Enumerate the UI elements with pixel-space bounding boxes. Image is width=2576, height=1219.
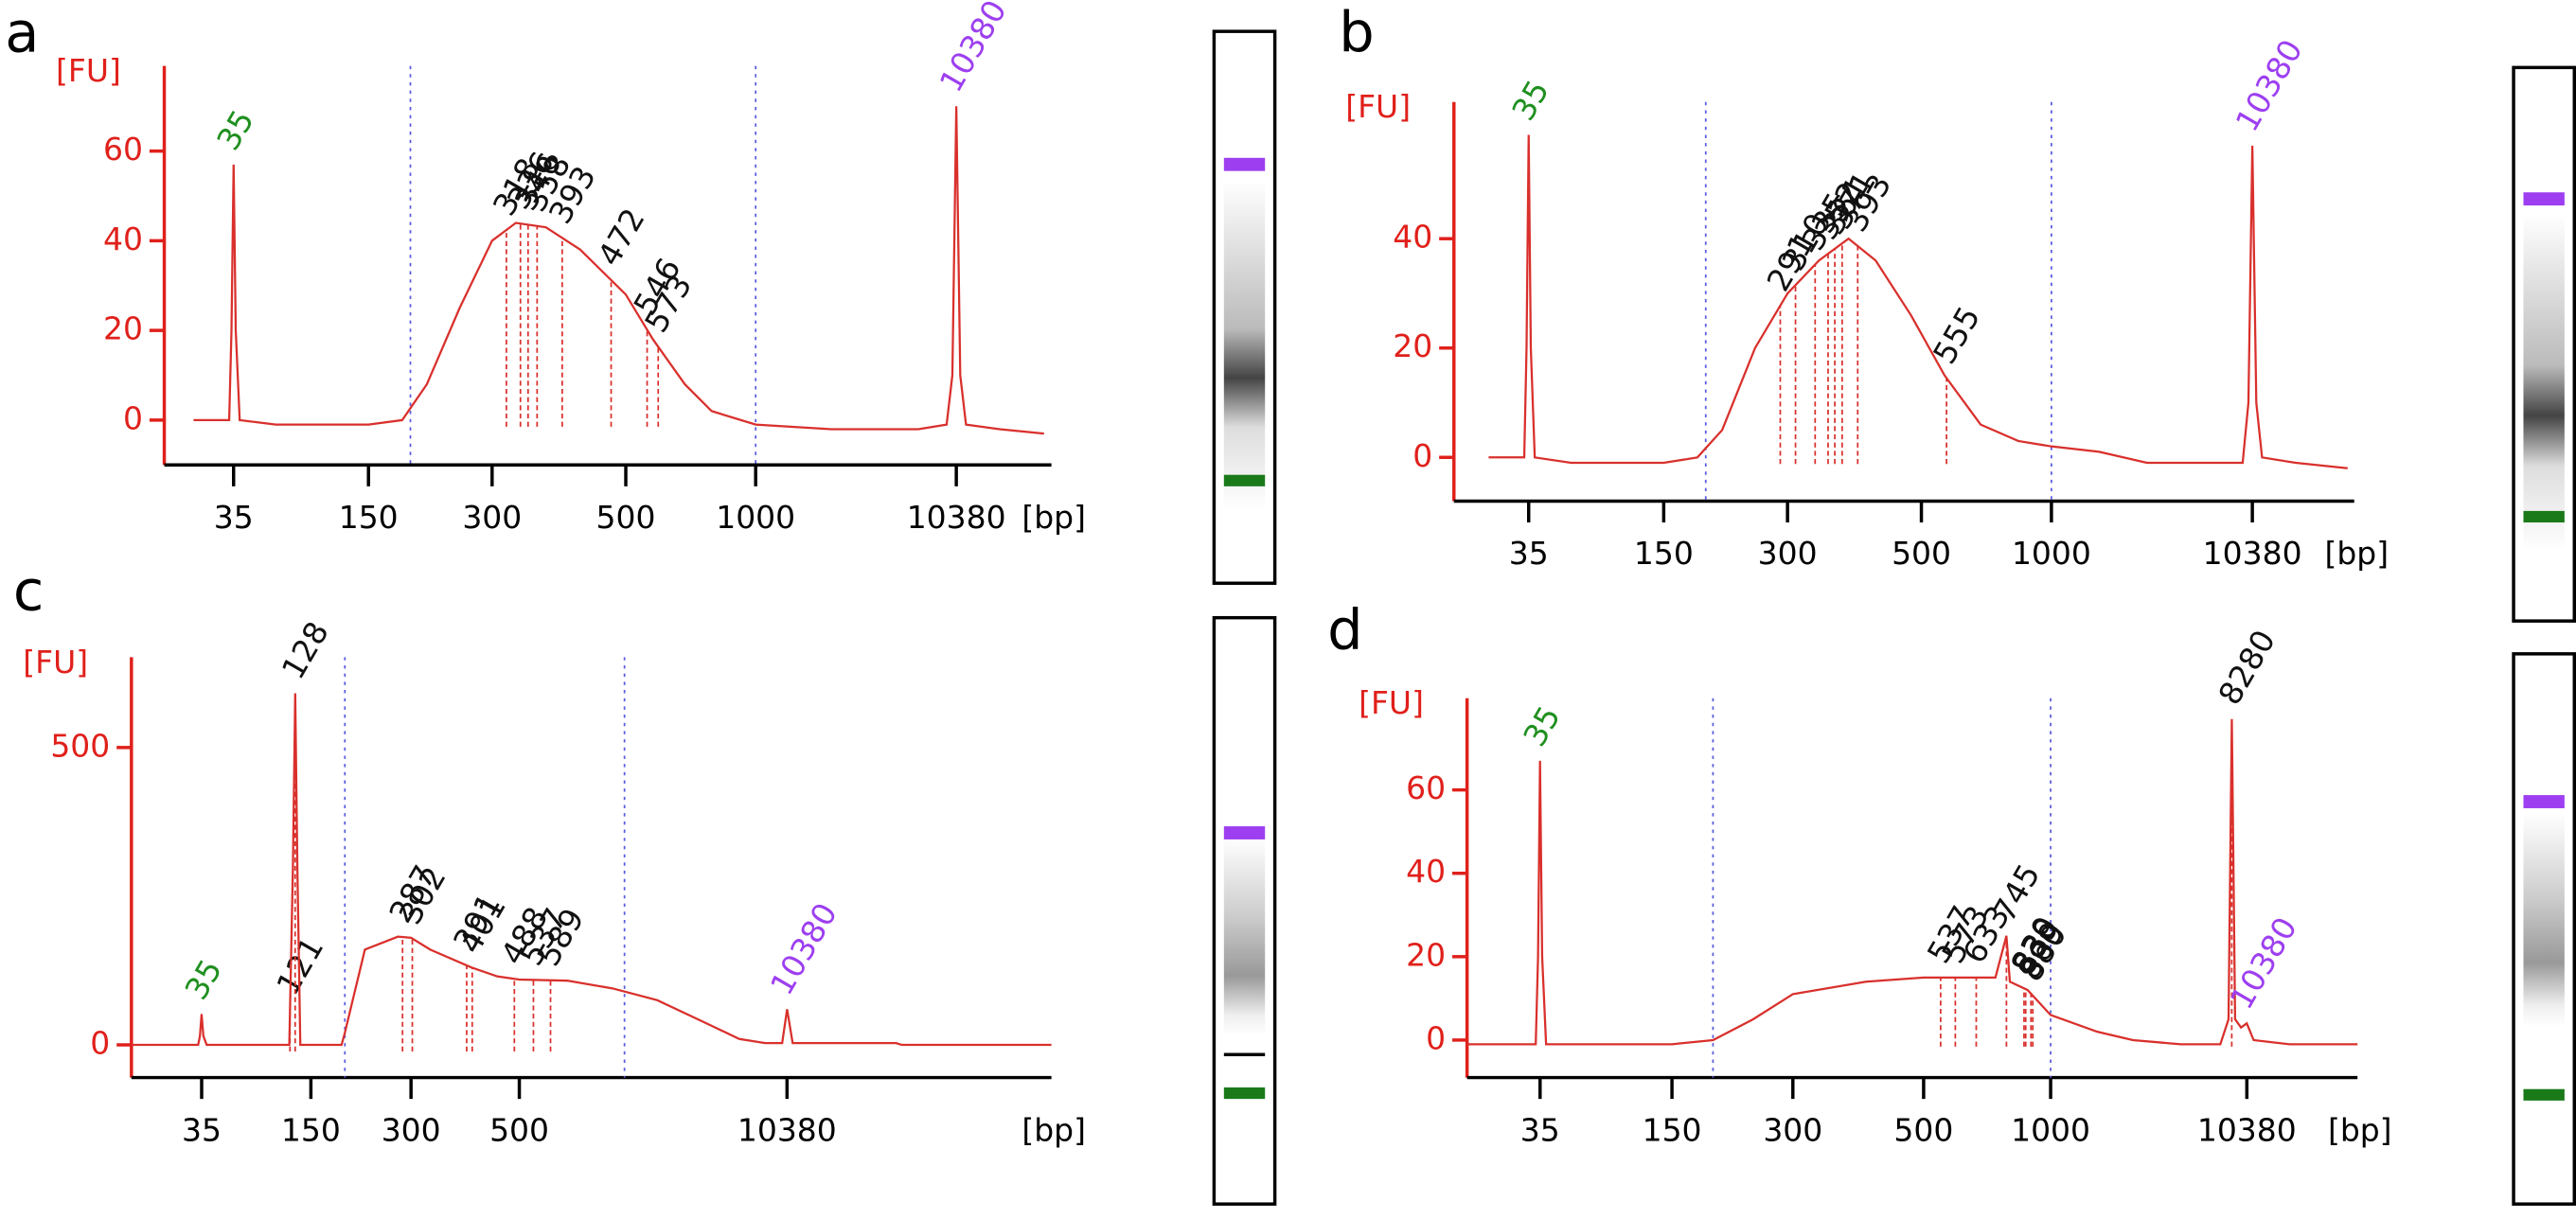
y-tick-label: 40 bbox=[103, 221, 143, 257]
y-tick-label: 40 bbox=[1406, 853, 1446, 890]
marker-label: 10380 bbox=[2229, 33, 2310, 137]
marker-label: 10380 bbox=[763, 896, 844, 1000]
y-tick-label: 60 bbox=[103, 131, 143, 168]
gel-lane bbox=[1212, 29, 1277, 585]
x-tick-label: 500 bbox=[489, 1111, 549, 1148]
x-tick-label: 150 bbox=[281, 1111, 341, 1148]
trace bbox=[131, 693, 1052, 1047]
y-tick-label: 0 bbox=[1426, 1019, 1446, 1056]
y-tick-label: 0 bbox=[1412, 437, 1432, 474]
x-tick-label: 35 bbox=[182, 1111, 222, 1148]
x-tick-label: 300 bbox=[382, 1111, 441, 1148]
y-tick-label: 0 bbox=[123, 399, 143, 436]
y-axis-label: [FU] bbox=[56, 52, 121, 89]
y-tick-label: 40 bbox=[1393, 219, 1432, 256]
panel-label: a bbox=[5, 0, 39, 64]
y-tick-label: 500 bbox=[50, 727, 110, 764]
marker-label: 35 bbox=[177, 953, 229, 1006]
panel-label: c bbox=[13, 557, 44, 623]
x-tick-label: 500 bbox=[596, 499, 656, 536]
marker-label: 35 bbox=[1516, 699, 1568, 752]
x-tick-label: 35 bbox=[1509, 535, 1549, 572]
panel-label: d bbox=[1327, 597, 1362, 662]
x-tick-label: 150 bbox=[1643, 1111, 1702, 1148]
x-tick-label: 35 bbox=[1520, 1111, 1560, 1148]
gel-lane bbox=[2512, 65, 2576, 623]
y-tick-label: 20 bbox=[103, 310, 143, 347]
x-axis-label: [bp] bbox=[1022, 499, 1086, 536]
peak-label: 472 bbox=[590, 202, 651, 272]
x-tick-label: 300 bbox=[1763, 1111, 1822, 1148]
x-tick-label: 300 bbox=[1758, 535, 1818, 572]
marker-label: 10380 bbox=[933, 0, 1014, 98]
gel-lane bbox=[1212, 615, 1277, 1206]
trace bbox=[1488, 134, 2348, 469]
x-tick-label: 10380 bbox=[2197, 1111, 2297, 1148]
y-axis-label: [FU] bbox=[1359, 684, 1424, 721]
peak-label: 8280 bbox=[2211, 624, 2283, 711]
y-tick-label: 20 bbox=[1406, 936, 1446, 973]
panel-label: b bbox=[1339, 0, 1374, 64]
x-axis-label: [bp] bbox=[1022, 1111, 1086, 1148]
x-tick-label: 1000 bbox=[2012, 535, 2091, 572]
x-tick-label: 35 bbox=[214, 499, 254, 536]
marker-label: 35 bbox=[209, 103, 261, 156]
x-axis-label: [bp] bbox=[2324, 535, 2389, 572]
peak-label: 128 bbox=[275, 615, 336, 685]
x-tick-label: 1000 bbox=[2011, 1111, 2090, 1148]
x-tick-label: 10380 bbox=[2203, 535, 2302, 572]
gel-lane bbox=[2512, 652, 2576, 1206]
x-tick-label: 150 bbox=[1634, 535, 1694, 572]
trace bbox=[1466, 718, 2358, 1046]
x-tick-label: 1000 bbox=[716, 499, 795, 536]
marker-label: 35 bbox=[1504, 74, 1556, 127]
x-tick-label: 150 bbox=[339, 499, 399, 536]
trace bbox=[193, 106, 1044, 435]
y-tick-label: 0 bbox=[90, 1025, 110, 1062]
y-axis-label: [FU] bbox=[23, 644, 88, 680]
y-tick-label: 20 bbox=[1393, 327, 1432, 364]
x-tick-label: 10380 bbox=[737, 1111, 837, 1148]
x-tick-label: 500 bbox=[1892, 535, 1951, 572]
x-axis-label: [bp] bbox=[2328, 1111, 2392, 1148]
y-axis-label: [FU] bbox=[1345, 88, 1411, 125]
x-tick-label: 500 bbox=[1893, 1111, 1953, 1148]
x-tick-label: 300 bbox=[462, 499, 522, 536]
x-tick-label: 10380 bbox=[907, 499, 1006, 536]
y-tick-label: 60 bbox=[1406, 769, 1446, 806]
